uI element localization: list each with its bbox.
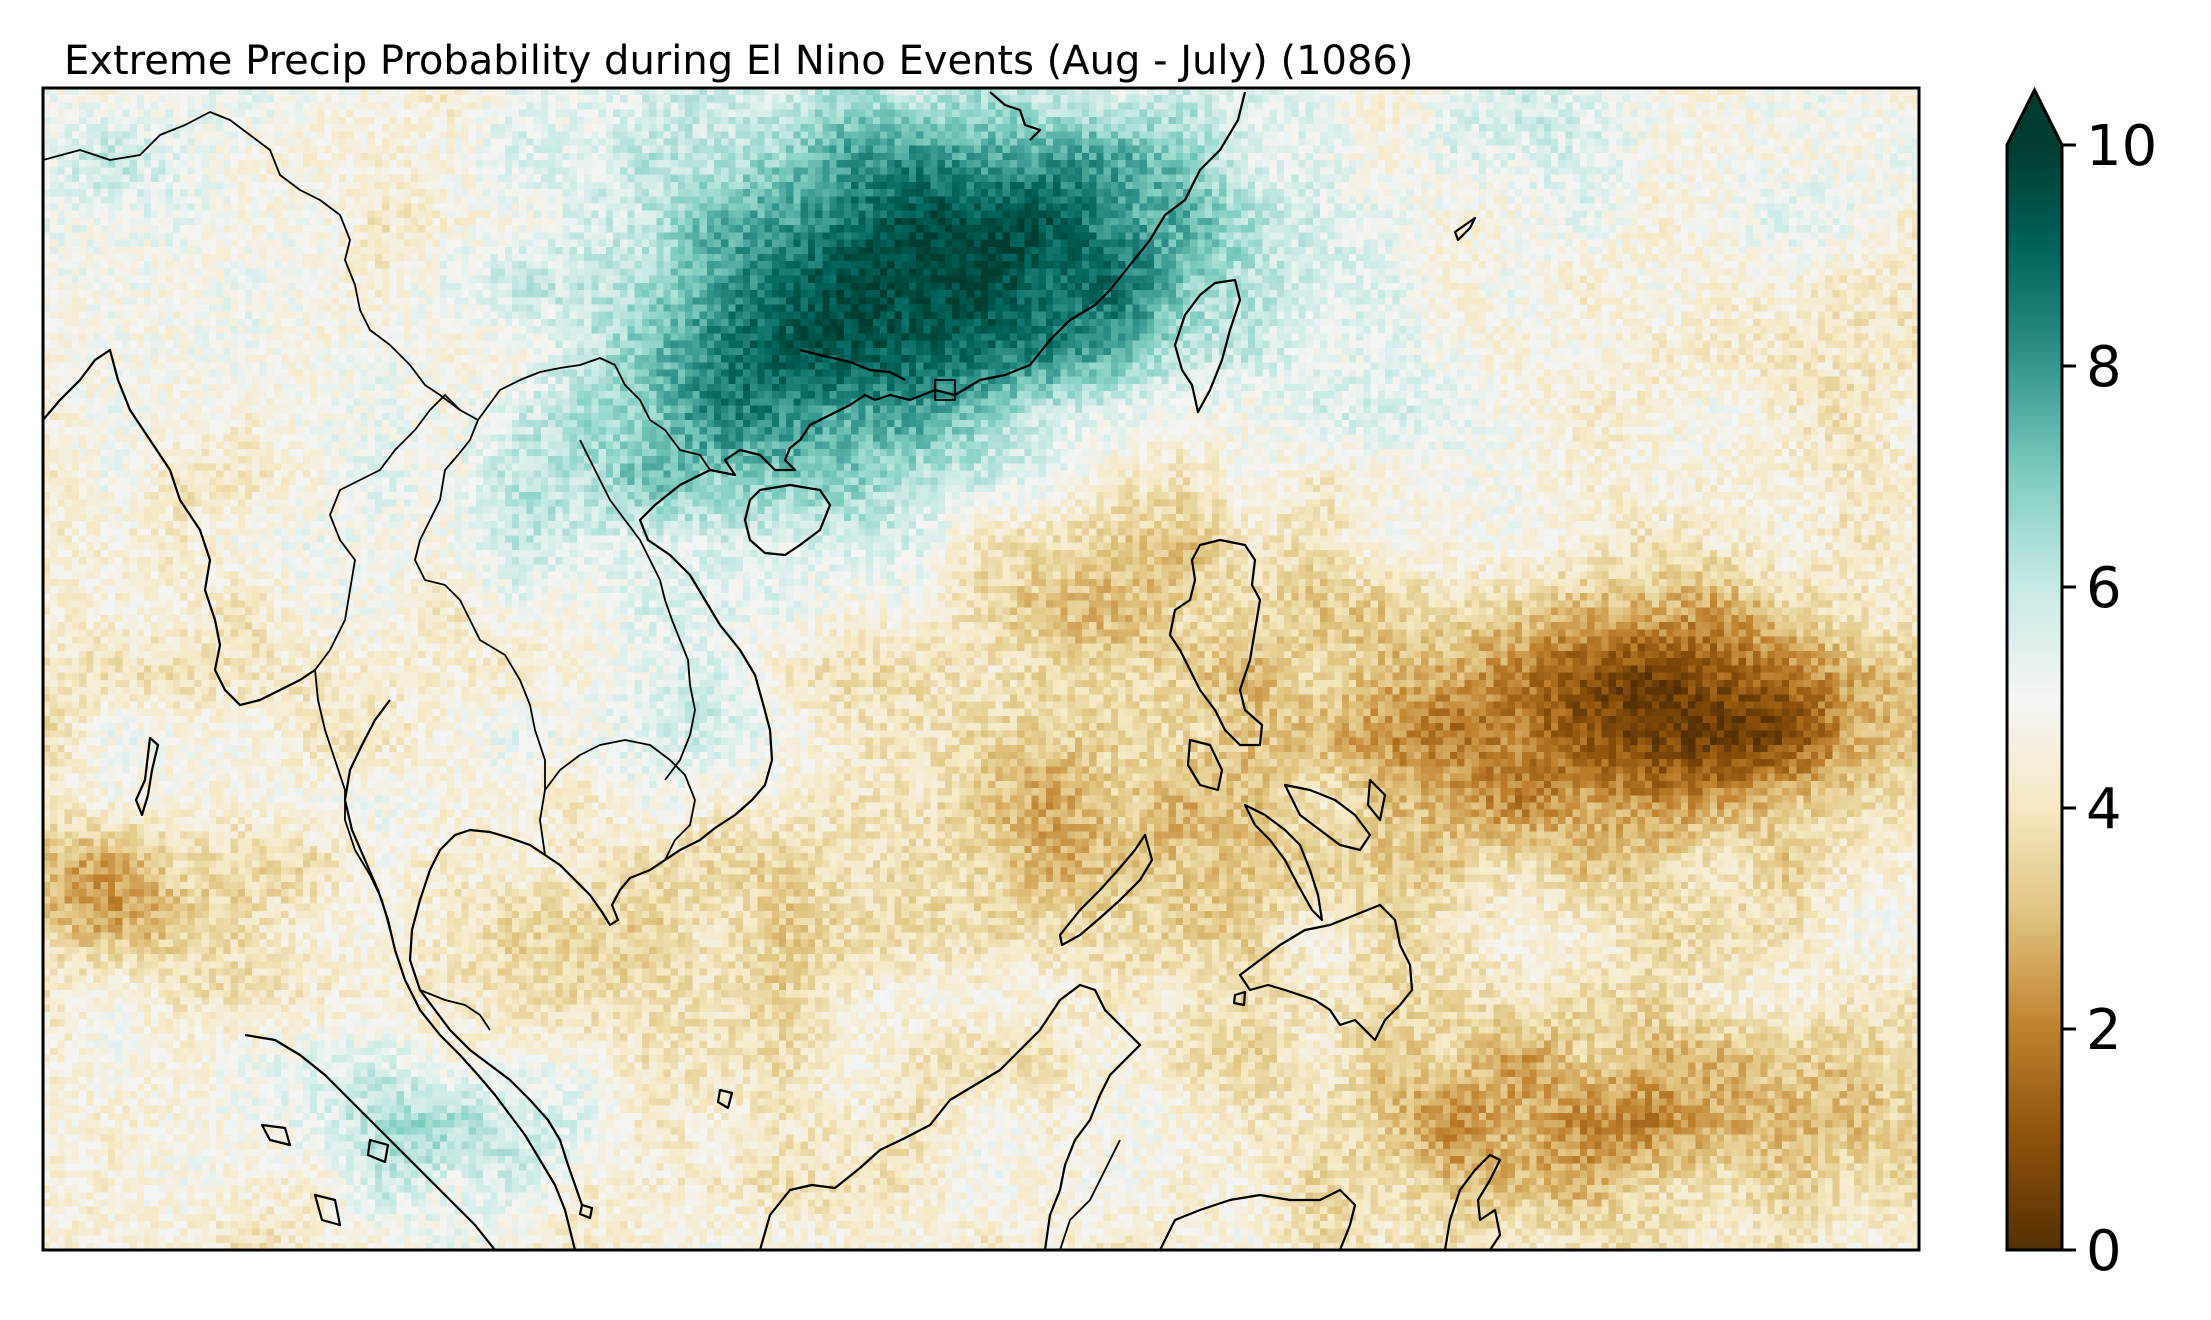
coastline-visayas	[1243, 778, 1387, 922]
colorbar-outline	[2005, 86, 2064, 1252]
colorbar-tick-label: 2	[2086, 998, 2122, 1063]
colorbar-tick-label: 4	[2086, 777, 2122, 842]
colorbar-tick-label: 0	[2086, 1219, 2122, 1284]
coastline-myanmar	[43, 348, 316, 707]
coastline-luzon	[1168, 538, 1264, 747]
coastline-taiwan	[1173, 278, 1242, 414]
colorbar: 0 2 4 6 8 10	[2005, 86, 2157, 1284]
map-title: Extreme Precip Probability during El Nin…	[64, 38, 1413, 84]
border-thailand-malaysia	[419, 989, 491, 1031]
coastline-borneo	[758, 983, 1142, 1250]
precip-probability-field	[43, 88, 1919, 1250]
coastline-palawan	[1058, 833, 1154, 947]
coastline-mindoro	[1186, 738, 1224, 792]
coastline-andaman-islands	[134, 736, 160, 817]
border-pearl-delta-box	[934, 379, 956, 401]
coastline-south-china	[709, 91, 1247, 477]
coastline-sumatra-islands	[260, 1123, 390, 1227]
coastline-small-island	[1453, 216, 1477, 242]
coastline-china-inland-river	[799, 348, 906, 381]
land-borders	[43, 111, 1121, 1250]
border-china-myanmar	[43, 111, 479, 421]
colorbar-tick-label: 10	[2086, 114, 2157, 179]
coastline-small-islets	[578, 1088, 734, 1220]
border-thailand	[314, 394, 461, 671]
colorbar-tick-label: 6	[2086, 556, 2122, 621]
coastline-mekong-delta	[544, 854, 666, 927]
border-myanmar-thailand-south	[314, 669, 391, 931]
coastline-sumatra	[244, 1033, 496, 1250]
coastline-mindanao	[1238, 903, 1414, 1042]
coastline-borneo-east	[1159, 1188, 1357, 1250]
coastline-hainan	[743, 483, 832, 557]
colorbar-extend-arrow	[2007, 90, 2062, 145]
border-borneo-internal	[1059, 1139, 1121, 1250]
coastline-north-fragment	[989, 91, 1042, 141]
border-vietnam-laos-east	[579, 439, 696, 781]
coastline-andaman	[343, 699, 577, 1250]
border-laos-west	[414, 419, 546, 856]
border-cambodia	[544, 739, 696, 861]
colorbar-gradient	[2007, 145, 2062, 1250]
coastline-sulawesi	[1443, 1153, 1502, 1250]
border-laos-vietnam	[477, 357, 711, 471]
coastline-vietnam	[638, 469, 774, 861]
colorbar-ticks: 0 2 4 6 8 10	[2062, 114, 2157, 1284]
coastlines	[43, 91, 1502, 1250]
colorbar-tick-label: 8	[2086, 335, 2122, 400]
coastline-sulu-islands	[1232, 990, 1247, 1007]
map-frame	[41, 86, 1921, 1252]
